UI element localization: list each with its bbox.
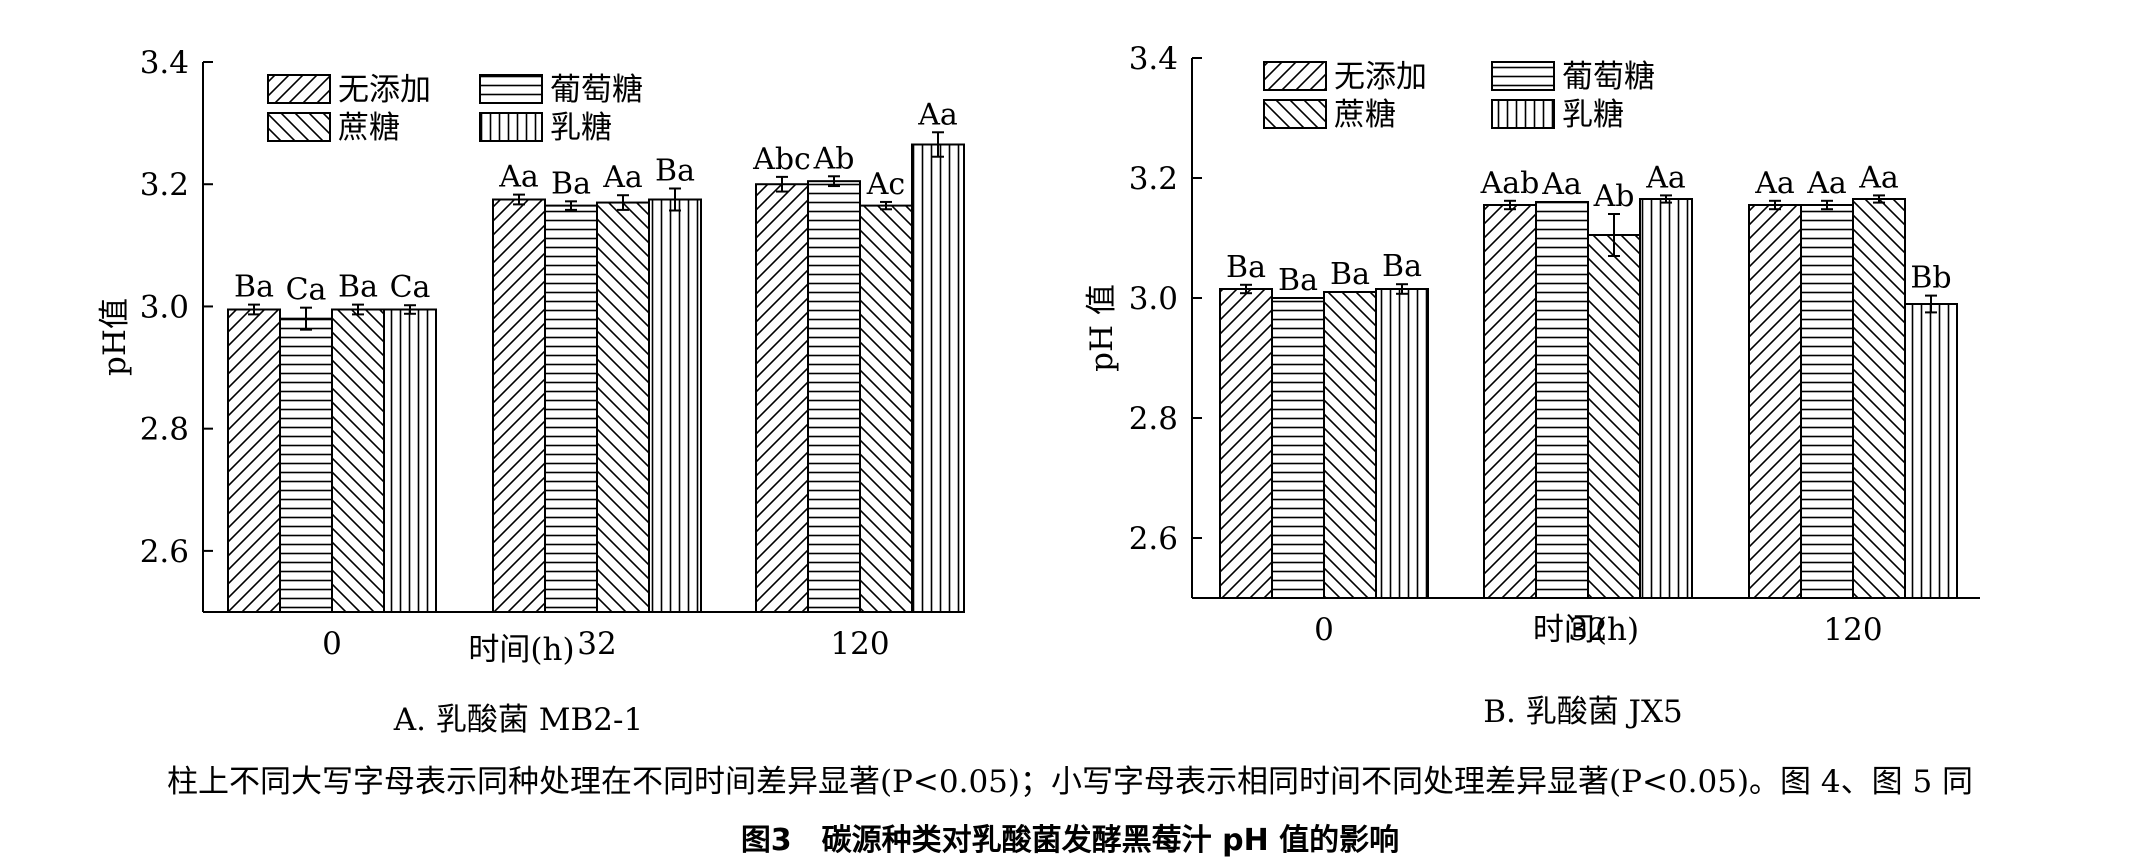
significance-label: Ba [234, 270, 274, 305]
significance-label: Aa [1645, 160, 1686, 195]
legend-label: 蔗糖 [1334, 97, 1396, 133]
significance-label: Aa [498, 160, 539, 195]
significance-label: Ba [1278, 263, 1318, 298]
significance-label: Aab [1480, 166, 1540, 201]
bar [227, 308, 281, 613]
legend-swatch [267, 112, 331, 142]
y-tick-label: 2.8 [140, 412, 189, 448]
bar [544, 204, 598, 613]
significance-label: Aa [1858, 160, 1899, 195]
legend-swatch [267, 74, 331, 104]
chart-panel-a: 2.6 2.8 3.0 3.2 3.4 pH值 Ba Ca Ba Ca 0 Aa Ba Aa Ba 32 Abc… [97, 45, 965, 738]
bar [859, 204, 913, 613]
bar [331, 308, 385, 613]
bar [1800, 204, 1854, 599]
x-tick-label: 120 [830, 626, 889, 662]
y-tick-label: 2.8 [1129, 401, 1178, 437]
bar [807, 180, 861, 614]
legend-swatch [1263, 99, 1327, 129]
bar [1483, 204, 1537, 599]
significance-label: Ba [655, 154, 695, 189]
x-tick-label: 0 [1314, 612, 1334, 648]
y-axis-label: pH 值 [1084, 284, 1120, 372]
legend-swatch [1491, 99, 1555, 129]
significance-label: Ba [338, 270, 378, 305]
figure-note: 柱上不同大写字母表示同种处理在不同时间差异显著(P<0.05)；小写字母表示相同… [166, 764, 1974, 800]
legend-label: 葡萄糖 [1562, 59, 1655, 95]
significance-label: Aa [917, 97, 958, 132]
legend-label: 无添加 [338, 72, 431, 108]
significance-label: Aa [602, 160, 643, 195]
bar [383, 308, 437, 613]
bar [1271, 297, 1325, 599]
y-tick-label: 3.2 [1129, 161, 1178, 197]
panel-label: B. 乳酸菌 JX5 [1483, 694, 1683, 730]
legend-swatch [479, 112, 543, 142]
significance-label: Ba [551, 166, 591, 201]
legend-label: 无添加 [1334, 59, 1427, 95]
bar [1375, 288, 1429, 599]
x-axis-label: 时间(h) [1533, 612, 1639, 648]
significance-label: Ab [1593, 179, 1635, 214]
significance-label: Bb [1910, 261, 1951, 296]
y-tick-label: 3.4 [140, 45, 189, 81]
y-tick-label: 2.6 [1129, 521, 1178, 557]
significance-label: Ba [1382, 249, 1422, 284]
significance-label: Ca [390, 270, 431, 305]
bar [755, 183, 809, 613]
legend-swatch [1263, 61, 1327, 91]
x-axis-label: 时间(h) [468, 632, 574, 668]
bar [1535, 201, 1589, 599]
bar [1587, 234, 1641, 599]
legend-label: 乳糖 [1562, 97, 1624, 133]
significance-label: Ac [866, 167, 905, 202]
significance-label: Ba [1330, 257, 1370, 292]
bar [1639, 198, 1693, 599]
x-tick-label: 32 [1568, 612, 1607, 648]
bar [648, 198, 702, 613]
bar [1219, 288, 1273, 599]
bar [1852, 198, 1906, 599]
significance-label: Ab [813, 141, 855, 176]
legend-label: 乳糖 [550, 110, 612, 146]
legend-swatch [1491, 61, 1555, 91]
y-tick-label: 2.6 [140, 534, 189, 570]
bar [279, 317, 333, 613]
bar [596, 201, 650, 614]
legend-swatch [479, 74, 543, 104]
legend-label: 葡萄糖 [550, 72, 643, 108]
y-tick-label: 3.0 [140, 289, 189, 325]
bar [492, 198, 546, 613]
significance-label: Aa [1541, 167, 1582, 202]
figure-title: 图3 碳源种类对乳酸菌发酵黑莓汁 pH 值的影响 [740, 823, 1400, 858]
x-tick-label: 0 [322, 626, 342, 662]
bar [1748, 204, 1802, 599]
significance-label: Ca [286, 273, 327, 308]
y-axis-label: pH值 [97, 298, 133, 376]
significance-label: Aa [1806, 166, 1847, 201]
y-tick-label: 3.0 [1129, 281, 1178, 317]
y-tick-label: 3.4 [1129, 41, 1178, 77]
legend-label: 蔗糖 [338, 110, 400, 146]
panel-label: A. 乳酸菌 MB2-1 [393, 702, 643, 738]
x-tick-label: 120 [1823, 612, 1882, 648]
significance-label: Aa [1754, 166, 1795, 201]
significance-label: Abc [752, 142, 811, 177]
y-tick-label: 3.2 [140, 167, 189, 203]
bar [911, 143, 965, 613]
significance-label: Ba [1226, 250, 1266, 285]
bar [1904, 303, 1958, 599]
bar [1323, 291, 1377, 599]
x-tick-label: 32 [577, 626, 616, 662]
